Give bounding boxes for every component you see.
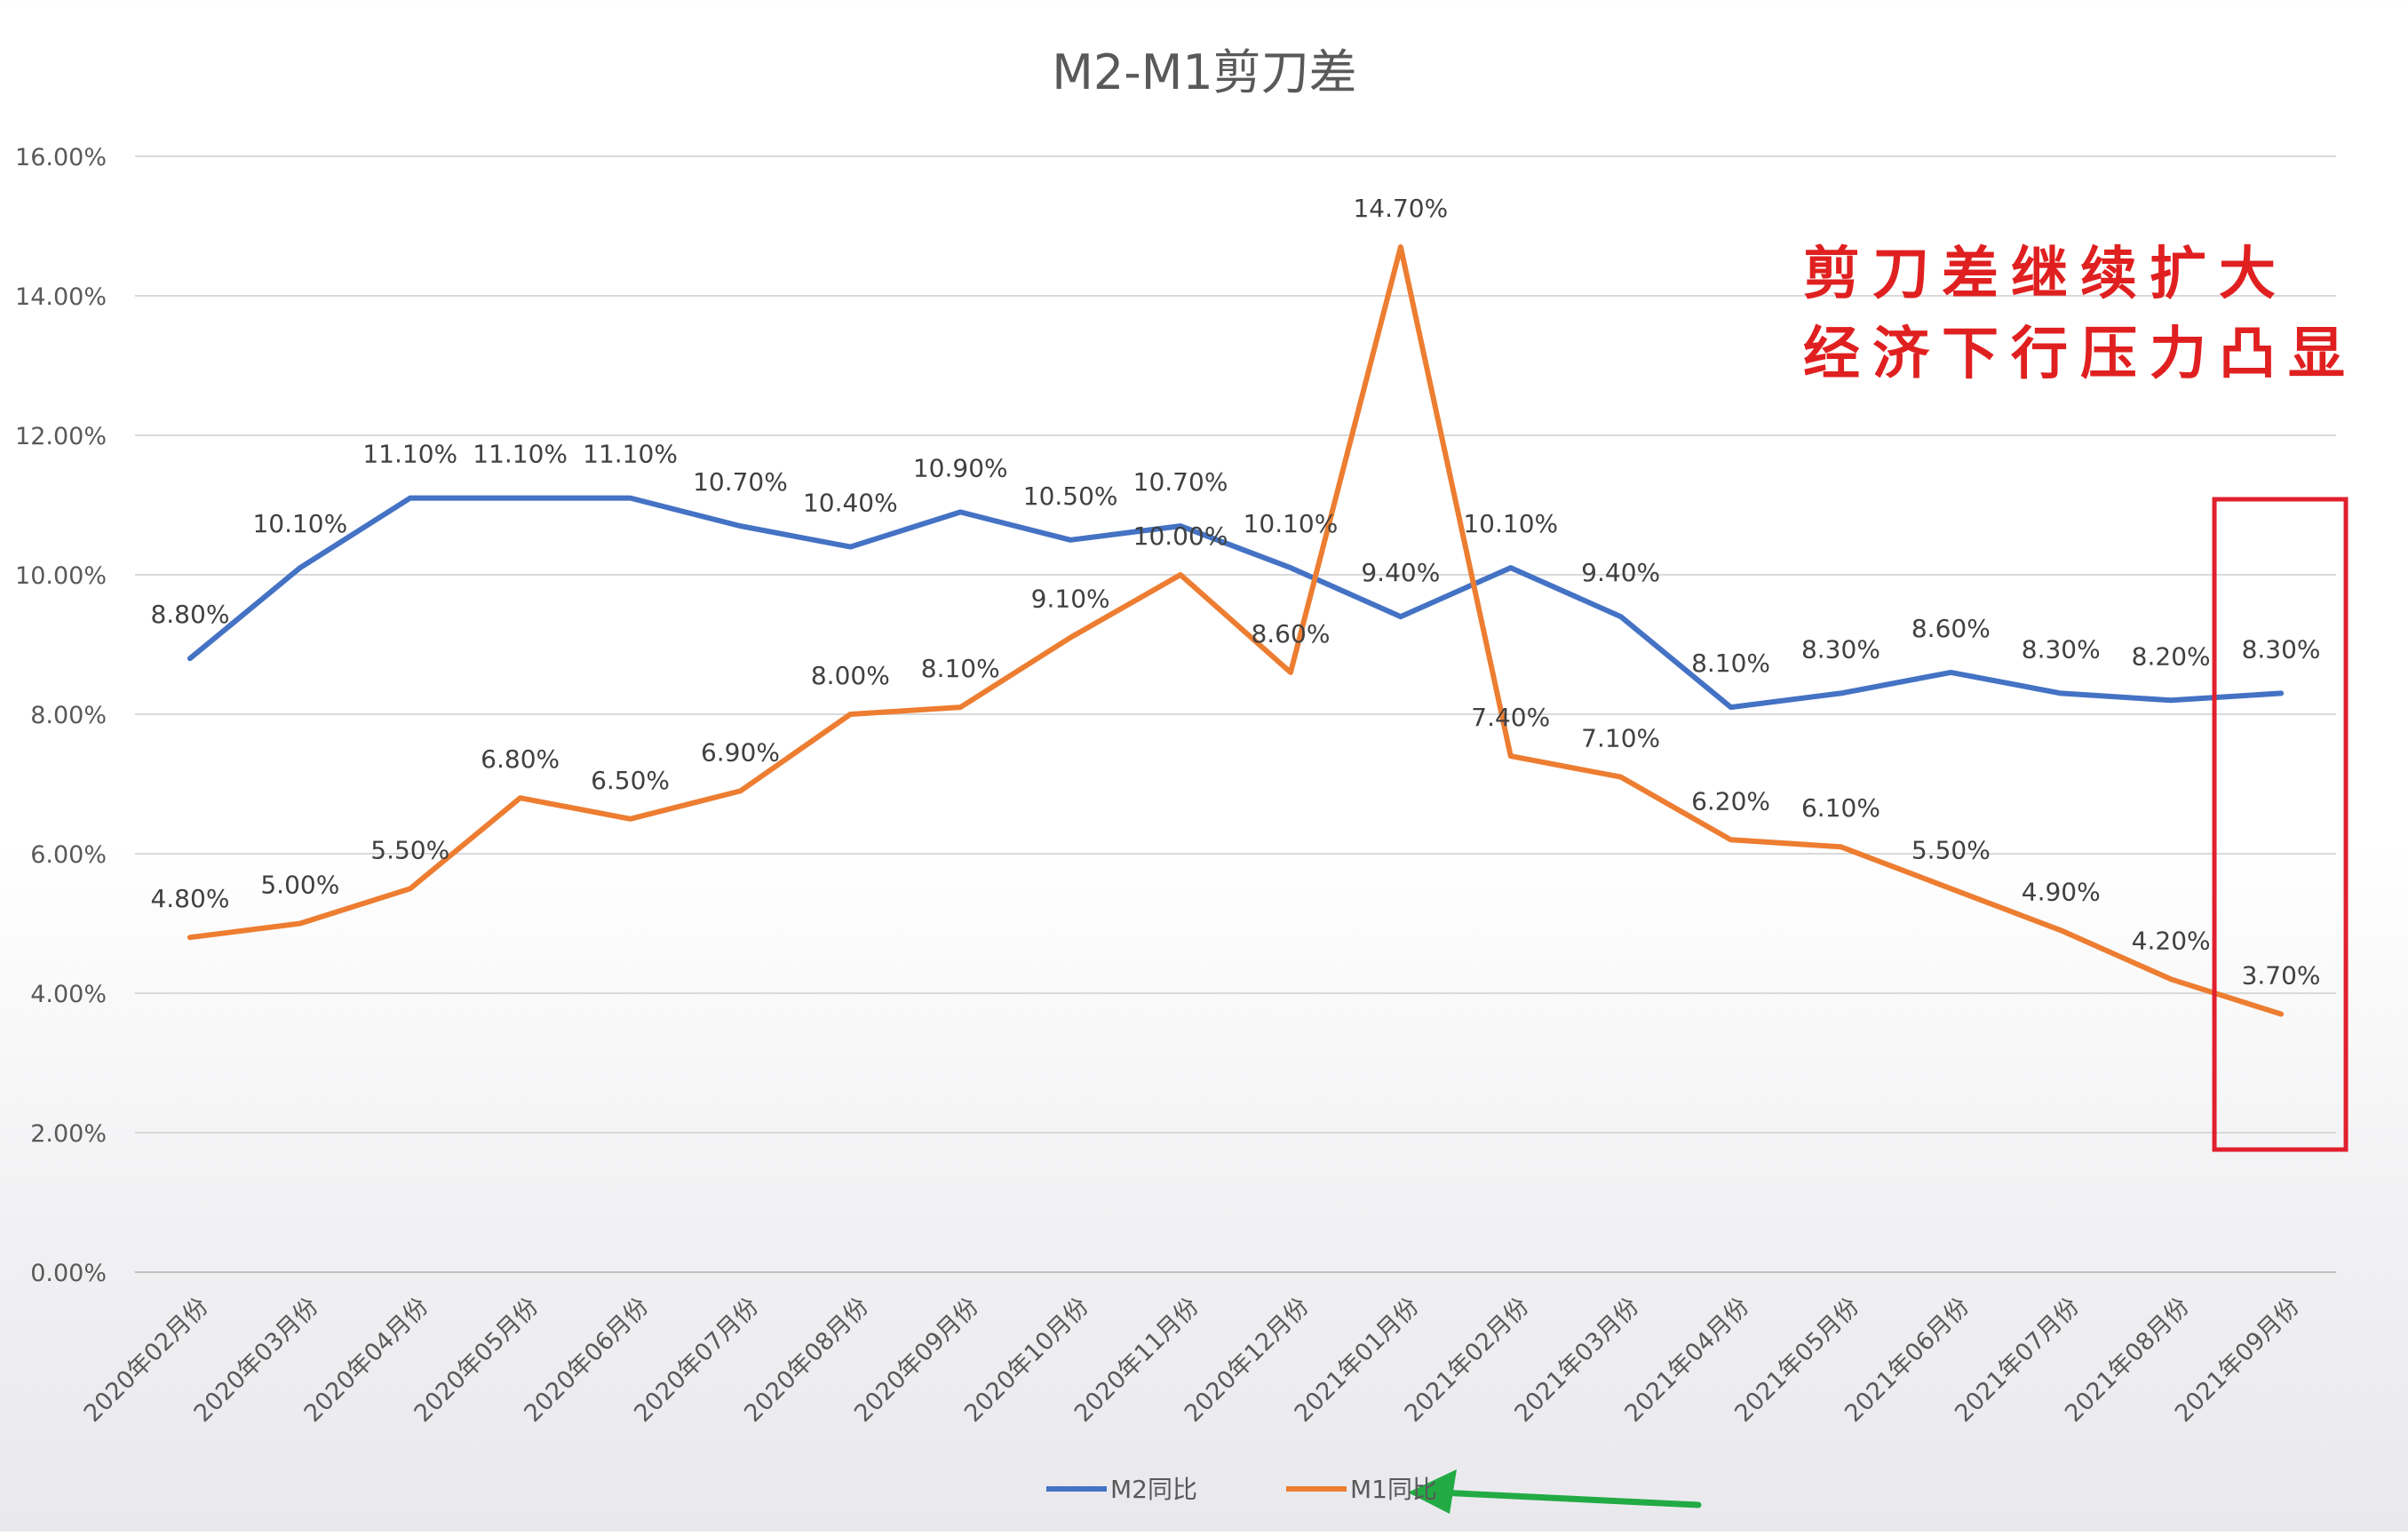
series-layer: [187, 244, 2285, 1017]
m2-data-label: 9.40%: [1361, 558, 1440, 587]
m1-data-label: 7.10%: [1581, 724, 1660, 753]
m1-data-label: 8.60%: [1251, 619, 1330, 649]
legend-arrow-head: [1408, 1469, 1457, 1514]
m1-data-label: 4.80%: [150, 884, 229, 913]
legend-label-m1: M1同比: [1350, 1475, 1437, 1504]
m2-data-label: 8.30%: [2242, 634, 2321, 664]
m2-data-label: 8.10%: [1691, 649, 1770, 678]
m1-data-label: 7.40%: [1471, 703, 1550, 732]
m2-data-label: 9.40%: [1581, 558, 1660, 587]
m1-data-label: 4.90%: [2022, 877, 2101, 906]
annotation-line-2: 经济下行压力凸显: [1803, 322, 2357, 387]
m2-data-label: 8.30%: [1801, 634, 1880, 664]
m1-data-label: 6.50%: [591, 766, 670, 795]
y-tick-layer: 0.00% 2.00% 4.00% 6.00% 8.00% 10.00% 12.00% 14.…: [15, 144, 107, 1287]
m2-data-label: 8.60%: [1911, 614, 1991, 643]
m2-data-label: 10.90%: [913, 453, 1008, 482]
m1-data-label: 10.00%: [1133, 521, 1228, 551]
grid-layer: [135, 155, 2336, 1273]
m2-data-label: 10.10%: [252, 509, 347, 538]
m1-data-label: 5.50%: [1911, 835, 1991, 864]
m2-data-label: 8.20%: [2132, 641, 2211, 671]
m1-data-label: 3.70%: [2242, 961, 2321, 991]
chart-title: M2-M1剪刀差: [1052, 44, 1356, 100]
m2-data-label: 10.40%: [803, 489, 898, 518]
m2-data-label: 8.80%: [150, 600, 229, 629]
m2-data-label: 10.70%: [693, 467, 788, 497]
m2-data-label: 10.10%: [1463, 509, 1558, 538]
m2-data-label: 11.10%: [473, 440, 568, 469]
legend-label-m2: M2同比: [1110, 1475, 1197, 1504]
m1-data-label: 8.10%: [921, 654, 1000, 683]
m1-data-label: 6.10%: [1801, 793, 1880, 823]
m2-series-line: [187, 495, 2285, 711]
annotation-line-1: 剪刀差继续扩大: [1803, 242, 2288, 307]
y-tick-label: 12.00%: [15, 423, 107, 450]
m1-data-label: 5.50%: [370, 835, 449, 864]
m1-data-label: 6.90%: [701, 737, 780, 767]
y-tick-label: 4.00%: [30, 981, 107, 1008]
m2-data-label: 11.10%: [362, 440, 457, 469]
m1-data-label: 14.70%: [1353, 194, 1448, 223]
x-tick-layer: 2020年02月份2020年03月份2020年04月份2020年05月份2020…: [79, 1293, 2305, 1428]
y-tick-label: 16.00%: [15, 144, 107, 171]
highlight-box: [2212, 497, 2348, 1152]
m2-data-label: 8.30%: [2022, 634, 2101, 664]
m1-data-label: 6.80%: [481, 744, 560, 774]
m1-data-label: 9.10%: [1031, 585, 1110, 614]
legend: M2同比 M1同比: [1046, 1475, 1437, 1504]
m2-data-label: 11.10%: [583, 440, 678, 469]
label-layer: 8.80% 10.10% 11.10% 11.10% 11.10% 10.70% 10.40…: [150, 194, 2320, 991]
m1-series-line: [187, 244, 2285, 1017]
y-tick-label: 10.00%: [15, 562, 107, 590]
m1-data-label: 8.00%: [811, 661, 890, 690]
m2-data-label: 10.70%: [1133, 467, 1228, 497]
m2-data-label: 10.50%: [1023, 481, 1118, 511]
y-tick-label: 8.00%: [30, 702, 107, 729]
m1-data-label: 5.00%: [260, 871, 339, 900]
m1-data-label: 6.20%: [1691, 786, 1770, 816]
annotation-layer: 剪刀差继续扩大 经济下行压力凸显: [1408, 242, 2357, 1514]
y-tick-label: 0.00%: [30, 1260, 107, 1287]
y-tick-label: 2.00%: [30, 1120, 107, 1148]
m2-data-label: 10.10%: [1244, 509, 1339, 538]
m1-data-label: 4.20%: [2132, 926, 2211, 955]
y-tick-label: 14.00%: [15, 283, 107, 311]
y-tick-label: 6.00%: [30, 841, 107, 869]
legend-arrow: [1435, 1489, 1702, 1508]
